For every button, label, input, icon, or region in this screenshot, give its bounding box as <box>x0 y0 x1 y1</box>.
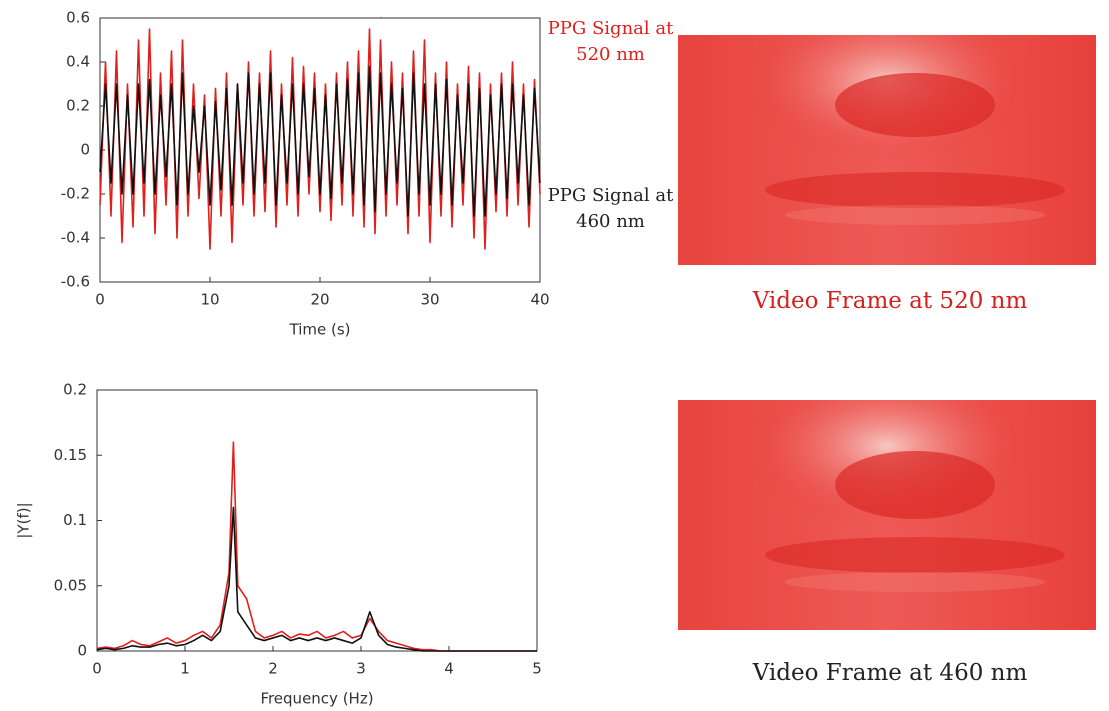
image-caption: Video Frame at 520 nm <box>752 288 1028 314</box>
x-tick-label: 10 <box>200 291 219 309</box>
y-tick-label: 0.15 <box>54 446 87 464</box>
x-tick-label: 2 <box>268 660 278 678</box>
x-axis-label: Frequency (Hz) <box>260 690 373 708</box>
y-tick-label: -0.2 <box>61 185 90 203</box>
y-tick-label: 0.05 <box>54 576 87 594</box>
y-tick-label: 0 <box>80 141 90 159</box>
y-tick-label: 0.4 <box>66 53 90 71</box>
y-tick-label: 0 <box>77 642 87 660</box>
plot-area <box>99 17 541 283</box>
x-tick-label: 40 <box>530 291 549 309</box>
y-tick-label: 0.2 <box>66 97 90 115</box>
y-tick-label: 0.6 <box>66 9 90 27</box>
x-tick-label: 30 <box>420 291 439 309</box>
annotation: PPG Signal at 520 nm <box>547 18 674 65</box>
annotation: PPG Signal at 460 nm <box>547 185 674 232</box>
plot-area <box>96 389 538 652</box>
video-frame-460 <box>678 400 1096 630</box>
series-line <box>99 65 541 217</box>
x-tick-label: 1 <box>180 660 190 678</box>
video-frame-520 <box>678 35 1096 265</box>
y-axis-label: |Y(f)| <box>15 502 33 538</box>
x-axis-label: Time (s) <box>289 321 351 339</box>
y-tick-label: -0.6 <box>61 273 90 291</box>
x-tick-label: 4 <box>444 660 454 678</box>
x-tick-label: 5 <box>532 660 542 678</box>
x-tick-label: 3 <box>356 660 366 678</box>
x-tick-label: 0 <box>95 291 105 309</box>
x-tick-label: 0 <box>92 660 102 678</box>
y-tick-label: 0.1 <box>63 511 87 529</box>
x-tick-label: 20 <box>310 291 329 309</box>
y-tick-label: -0.4 <box>61 229 90 247</box>
y-tick-label: 0.2 <box>63 381 87 399</box>
series-line <box>96 506 537 652</box>
image-caption: Video Frame at 460 nm <box>752 660 1028 686</box>
